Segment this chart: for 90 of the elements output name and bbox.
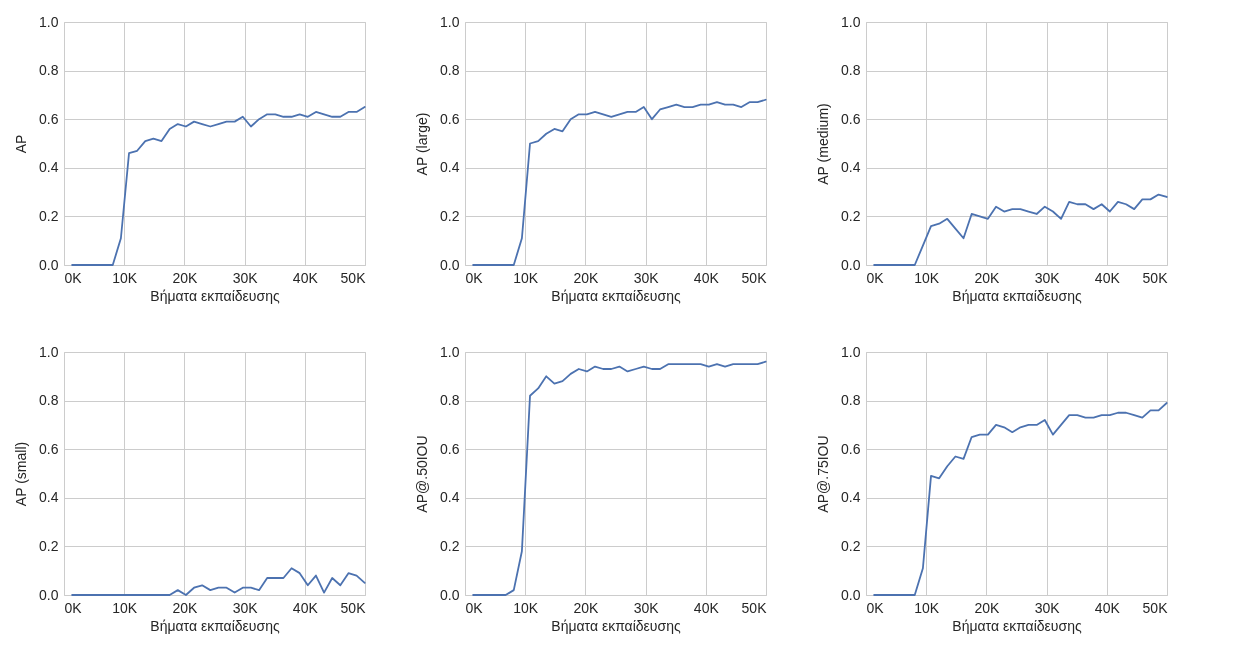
x-tick-label: 20K (573, 269, 600, 286)
y-tick-label: 0.0 (39, 256, 59, 273)
line-series (472, 360, 767, 596)
y-tick-label: 1.0 (39, 343, 59, 360)
y-axis-title: AP@.75IOU (815, 435, 832, 513)
y-tick-label: 0.6 (39, 110, 59, 127)
y-tick-label: 0.2 (841, 537, 861, 554)
x-tick-label: 20K (974, 599, 1001, 616)
y-axis-title: AP (medium) (815, 103, 832, 185)
x-tick-label: 10K (513, 599, 539, 616)
y-tick-label: 0.8 (841, 392, 861, 409)
x-tick-label: 20K (172, 599, 199, 616)
x-tick-label: 50K (1142, 599, 1169, 616)
x-tick-label: 40K (693, 599, 720, 616)
y-tick-label: 1.0 (440, 13, 460, 30)
y-tick-label: 0.8 (39, 62, 59, 79)
y-tick-label: 0.4 (440, 489, 460, 506)
y-tick-label: 0.2 (440, 537, 460, 554)
x-axis-title: Βήματα εκπαίδευσης (551, 287, 681, 304)
y-axis-title: AP@.50IOU (414, 435, 431, 513)
x-tick-label: 30K (232, 269, 259, 286)
x-tick-label: 50K (340, 599, 367, 616)
x-tick-label: 40K (292, 269, 319, 286)
y-tick-label: 0.0 (440, 256, 460, 273)
x-tick-label: 50K (741, 599, 768, 616)
y-tick-label: 1.0 (841, 13, 861, 30)
y-tick-label: 0.6 (440, 440, 460, 457)
x-tick-label: 40K (1094, 269, 1121, 286)
line-series (71, 106, 366, 266)
x-tick-label: 30K (232, 599, 259, 616)
y-tick-label: 0.0 (841, 256, 861, 273)
x-tick-label: 10K (914, 599, 940, 616)
y-tick-label: 0.2 (39, 207, 59, 224)
x-tick-label: 20K (573, 599, 600, 616)
x-tick-label: 0K (465, 599, 484, 616)
y-axis-title: AP (small) (13, 441, 30, 507)
y-tick-label: 0.4 (440, 159, 460, 176)
y-tick-label: 0.2 (39, 537, 59, 554)
y-tick-label: 0.6 (841, 110, 861, 127)
x-axis-title: Βήματα εκπαίδευσης (150, 287, 280, 304)
y-tick-label: 0.6 (841, 440, 861, 457)
x-tick-label: 0K (866, 269, 885, 286)
x-tick-label: 30K (633, 269, 660, 286)
y-axis-title: AP (13, 134, 30, 154)
y-tick-label: 0.0 (841, 586, 861, 603)
y-tick-label: 0.8 (440, 62, 460, 79)
x-tick-label: 0K (866, 599, 885, 616)
x-tick-label: 40K (292, 599, 319, 616)
line-series (472, 98, 767, 266)
x-tick-label: 10K (914, 269, 940, 286)
y-tick-label: 0.8 (440, 392, 460, 409)
y-tick-label: 0.4 (841, 159, 861, 176)
y-tick-label: 0.4 (39, 159, 59, 176)
y-tick-label: 0.4 (39, 489, 59, 506)
y-tick-label: 0.0 (39, 586, 59, 603)
x-tick-label: 50K (741, 269, 768, 286)
x-tick-label: 0K (64, 599, 83, 616)
x-tick-label: 10K (112, 269, 138, 286)
x-tick-label: 10K (513, 269, 539, 286)
line-series (873, 402, 1168, 596)
y-axis-title: AP (large) (414, 112, 431, 176)
x-tick-label: 30K (1034, 269, 1061, 286)
x-tick-label: 30K (633, 599, 660, 616)
x-tick-label: 50K (340, 269, 367, 286)
x-tick-label: 50K (1142, 269, 1169, 286)
y-tick-label: 0.6 (440, 110, 460, 127)
y-tick-label: 1.0 (39, 13, 59, 30)
x-tick-label: 0K (465, 269, 484, 286)
x-axis-title: Βήματα εκπαίδευσης (952, 617, 1082, 634)
x-axis-title: Βήματα εκπαίδευσης (150, 617, 280, 634)
x-tick-label: 30K (1034, 599, 1061, 616)
x-axis-title: Βήματα εκπαίδευσης (952, 287, 1082, 304)
y-tick-label: 0.0 (440, 586, 460, 603)
line-series (71, 567, 366, 596)
x-axis-title: Βήματα εκπαίδευσης (551, 617, 681, 634)
x-tick-label: 20K (974, 269, 1001, 286)
y-tick-label: 0.6 (39, 440, 59, 457)
x-tick-label: 20K (172, 269, 199, 286)
line-series (873, 193, 1168, 266)
y-tick-label: 1.0 (841, 343, 861, 360)
x-tick-label: 10K (112, 599, 138, 616)
y-tick-label: 0.4 (841, 489, 861, 506)
x-tick-label: 40K (1094, 599, 1121, 616)
y-tick-label: 0.2 (841, 207, 861, 224)
y-tick-label: 1.0 (440, 343, 460, 360)
x-tick-label: 0K (64, 269, 83, 286)
y-tick-label: 0.8 (39, 392, 59, 409)
x-tick-label: 40K (693, 269, 720, 286)
y-tick-label: 0.2 (440, 207, 460, 224)
y-tick-label: 0.8 (841, 62, 861, 79)
